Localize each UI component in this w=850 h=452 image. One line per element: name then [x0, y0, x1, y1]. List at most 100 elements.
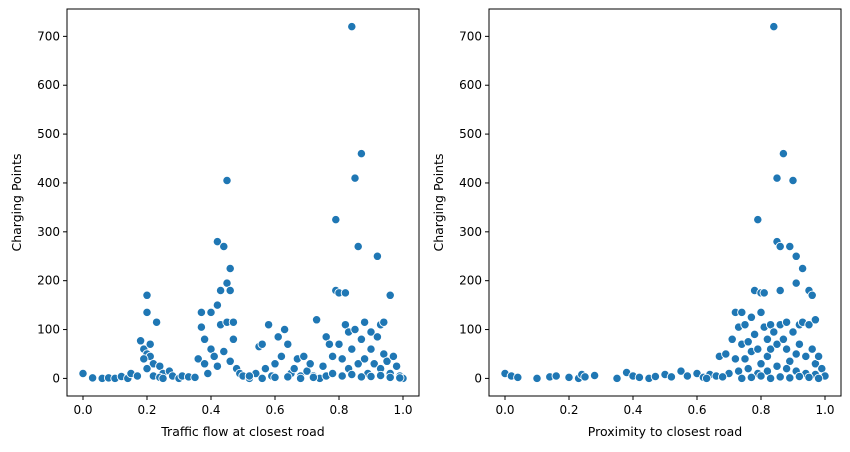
x-tick-label: 0.2 — [137, 403, 156, 417]
data-point — [369, 359, 379, 369]
data-point — [212, 361, 223, 371]
data-point — [263, 320, 274, 330]
data-point — [324, 339, 335, 349]
data-point — [225, 285, 235, 296]
data-point — [135, 336, 146, 346]
data-point — [395, 373, 405, 383]
x-tick-label: 1.0 — [393, 403, 412, 417]
data-point — [765, 344, 776, 354]
data-point — [775, 372, 785, 382]
data-point — [756, 307, 766, 318]
data-point — [225, 356, 235, 366]
data-point — [350, 173, 360, 183]
data-point — [356, 372, 367, 382]
chart-panel-1: 0.0 0.2 0.4 0.6 0.8 1.0 0 100 200 300 400 500 600 700… — [9, 8, 420, 439]
data-point — [551, 371, 561, 381]
data-point — [366, 344, 376, 354]
data-point — [612, 373, 622, 384]
data-point — [385, 372, 395, 383]
data-point — [564, 372, 574, 383]
data-point — [743, 337, 753, 347]
y-tick-label: 0 — [474, 371, 482, 385]
data-point — [228, 334, 239, 344]
data-point — [737, 307, 747, 318]
data-point — [666, 372, 677, 382]
data-point — [762, 334, 773, 344]
data-point — [196, 322, 207, 332]
data-point — [379, 317, 389, 327]
data-point — [682, 371, 693, 381]
data-point — [158, 373, 168, 384]
y-tick-label: 300 — [459, 225, 482, 239]
y-tick-label: 500 — [459, 127, 482, 141]
x-tick-label: 0.8 — [751, 403, 770, 417]
x-axis-label: Proximity to closest road — [588, 424, 742, 439]
data-point — [810, 315, 821, 325]
data-point — [308, 372, 319, 383]
x-tick-label: 0.8 — [329, 403, 348, 417]
data-point — [295, 373, 306, 384]
data-point — [203, 368, 213, 379]
data-point — [813, 351, 824, 362]
data-point — [772, 339, 782, 349]
x-tick-label: 1.0 — [815, 403, 834, 417]
data-point — [279, 324, 290, 335]
data-point — [775, 241, 785, 252]
data-point — [788, 175, 798, 186]
y-tick-label: 500 — [37, 127, 60, 141]
data-point — [372, 251, 383, 261]
data-point — [772, 361, 782, 371]
data-point — [634, 372, 645, 383]
data-point — [219, 241, 229, 252]
data-point — [589, 370, 600, 381]
data-point — [244, 371, 255, 381]
y-tick-label: 300 — [37, 225, 60, 239]
chart-panel-2: 0.0 0.2 0.4 0.6 0.8 1.0 0 100 200 300 400 500 600 700… — [431, 8, 842, 439]
data-point — [283, 339, 293, 349]
axes-frame — [66, 8, 420, 397]
data-point — [807, 344, 817, 354]
data-point — [215, 285, 226, 296]
data-point — [385, 290, 395, 300]
data-point — [228, 317, 239, 327]
data-point — [212, 300, 223, 310]
data-point — [765, 373, 776, 384]
data-point — [388, 351, 399, 362]
y-tick-label: 100 — [459, 323, 482, 337]
data-point — [270, 372, 280, 383]
data-point — [804, 320, 814, 330]
data-point — [276, 351, 287, 362]
data-point — [778, 148, 789, 159]
data-point — [327, 351, 338, 362]
data-point — [794, 371, 805, 382]
data-point — [78, 368, 88, 379]
data-point — [212, 236, 223, 247]
y-tick-label: 400 — [459, 176, 482, 190]
data-point — [701, 373, 712, 384]
data-point — [219, 346, 229, 357]
data-point — [801, 351, 811, 362]
x-axis-label: Traffic flow at closest road — [160, 424, 324, 439]
data-point — [721, 349, 731, 359]
data-point — [676, 366, 686, 376]
data-point — [749, 329, 760, 340]
data-point — [225, 263, 235, 274]
data-point — [366, 327, 376, 337]
x-tick-label: 0.6 — [265, 403, 284, 417]
y-tick-label: 600 — [37, 78, 60, 92]
x-tick-label: 0.4 — [623, 403, 642, 417]
data-point — [785, 241, 795, 252]
data-point — [391, 361, 402, 371]
data-point — [513, 372, 523, 383]
data-point — [151, 317, 162, 327]
data-point — [372, 332, 383, 342]
data-point — [794, 339, 805, 349]
data-point — [206, 307, 216, 318]
data-point — [199, 359, 210, 369]
data-point — [356, 334, 367, 344]
data-point — [353, 241, 363, 252]
data-point — [791, 251, 801, 261]
data-point — [746, 372, 757, 383]
y-tick-label: 700 — [459, 29, 482, 43]
